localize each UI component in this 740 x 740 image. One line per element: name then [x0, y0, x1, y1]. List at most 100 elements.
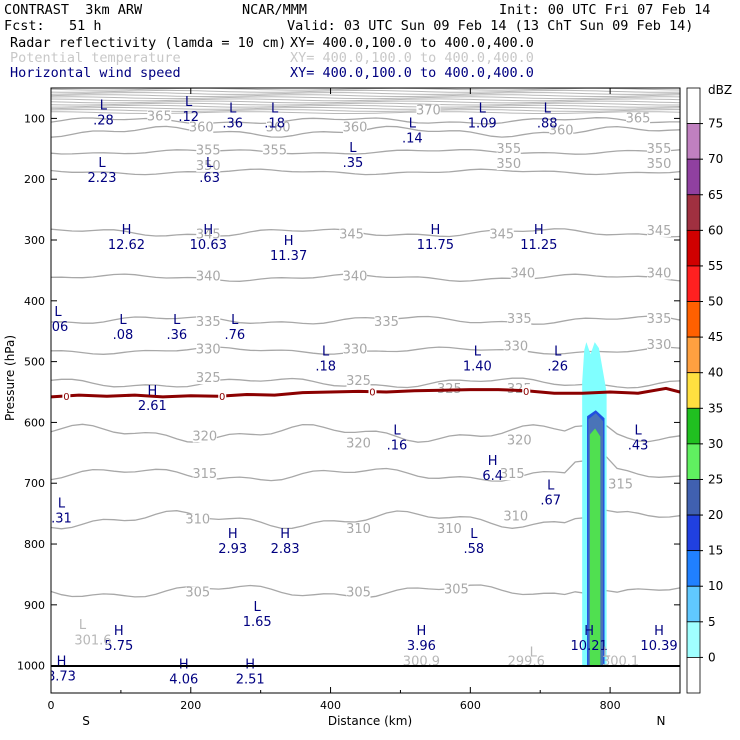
wind-extremum-value: 2.51: [236, 673, 265, 688]
theta-label: 315: [500, 467, 525, 482]
theta-label: 310: [346, 522, 371, 537]
wind-extremum-value: 10.63: [190, 238, 227, 253]
theta-label-bg: [647, 339, 672, 352]
y-tick-label: 700: [24, 477, 45, 490]
theta-label: 340: [510, 266, 535, 281]
wind-extremum-letter: H: [114, 624, 124, 639]
wind-extremum-letter: L: [271, 101, 279, 116]
freezing-label: 0: [219, 392, 225, 403]
wind-extremum-letter: H: [584, 624, 594, 639]
theta-label: 355: [496, 142, 521, 157]
wind-extremum-letter: H: [430, 223, 440, 238]
wind-extremum-value: 2.23: [88, 171, 117, 186]
theta-label-bg: [647, 142, 672, 155]
theta-label: 335: [196, 315, 221, 330]
colorbar-swatch: [686, 229, 701, 267]
colorbar-unit: dBZ: [708, 83, 732, 97]
theta-label-bg: [346, 522, 371, 535]
wind-extremum-value: .16: [387, 439, 408, 454]
colorbar-label: 0: [708, 650, 716, 664]
wind-extremum-value: .43: [628, 439, 649, 454]
colorbar-swatch: [686, 585, 701, 623]
wind-extremum-value: .67: [540, 493, 561, 508]
x-tick-label: 0: [48, 699, 55, 712]
colorbar-swatch: [686, 514, 701, 552]
wind-extremum-letter: L: [229, 101, 237, 116]
wind-extremum-value: 1.09: [468, 116, 497, 131]
theta-contour: [51, 89, 680, 93]
theta-label: 305: [444, 583, 469, 598]
wind-extremum-value: .88: [537, 116, 558, 131]
theta-label: 350: [647, 157, 672, 172]
theta-label-bg: [185, 586, 210, 599]
wind-extremum-value: 11.37: [270, 249, 307, 264]
field-reflectivity-name: Radar reflectivity (lamda = 10 cm): [10, 35, 287, 51]
theta-contour: [51, 315, 680, 325]
theta-label: 310: [185, 513, 210, 528]
theta-label-bg: [196, 270, 221, 283]
theta-contour: [51, 92, 680, 95]
colorbar-label: 35: [708, 401, 723, 415]
wind-extremum-letter: H: [228, 527, 238, 542]
wind-extremum-value: .36: [222, 116, 243, 131]
theta-label-bg: [647, 313, 672, 326]
wind-extremum-value: 4.06: [169, 673, 198, 688]
wind-extremum-letter: L: [185, 95, 193, 110]
surface-theta-label: 299.6: [508, 655, 545, 670]
theta-label: 360: [266, 121, 291, 136]
theta-label: 355: [647, 142, 672, 157]
theta-contour: [51, 96, 680, 100]
theta-label: 320: [507, 434, 532, 449]
theta-label-bg: [626, 112, 651, 125]
theta-label-bg: [346, 375, 371, 388]
theta-label-bg: [196, 144, 221, 157]
colorbar-swatch: [686, 265, 701, 302]
colorbar-label: 10: [708, 579, 723, 593]
freezing-label: 0: [523, 387, 529, 398]
wind-extremum-letter: L: [98, 156, 106, 171]
wind-extremum-value: 11.75: [417, 238, 454, 253]
wind-extremum-letter: L: [634, 424, 642, 439]
colorbar-swatch: [686, 550, 701, 587]
theta-label: 345: [196, 228, 221, 243]
source-label: NCAR/MMM: [242, 2, 308, 18]
surface-theta-label: 300.1: [602, 655, 639, 670]
wind-extremum-letter: L: [547, 478, 555, 493]
wind-extremum-value: 10.39: [640, 639, 677, 654]
chart-title: CONTRAST 3km ARW: [4, 2, 143, 18]
colorbar-swatch: [686, 621, 701, 658]
theta-label-bg: [507, 313, 532, 326]
freezing-label-bg: [522, 384, 531, 396]
wind-extremum-letter: L: [254, 600, 262, 615]
x-axis-title: Distance (km): [328, 714, 412, 728]
y-tick-label: 400: [24, 295, 45, 308]
wind-extremum-letter: H: [203, 223, 213, 238]
field-wind-xy: XY= 400.0,100.0 to 400.0,400.0: [290, 65, 534, 81]
x-tick-label: 200: [180, 699, 201, 712]
freezing-label-bg: [368, 385, 377, 397]
wind-extremum-letter: L: [119, 313, 127, 328]
wind-extremum-value: .36: [166, 328, 187, 343]
axes: 0 200 400 600 800 100 200 300 400 500 600 700 800 900…: [17, 88, 680, 712]
theta-contour: [51, 98, 680, 102]
field-theta-xy: XY= 400.0,100.0 to 400.0,400.0: [290, 50, 534, 66]
x-end-label: N: [657, 714, 666, 728]
theta-label-bg: [608, 478, 633, 491]
wind-extremum-value: .18: [264, 116, 285, 131]
theta-contour: [51, 456, 680, 482]
surface-theta-label: 301.6: [74, 633, 111, 648]
theta-contour: [51, 100, 680, 104]
theta-label: 365: [626, 111, 651, 126]
wind-extremum-value: 2.93: [218, 542, 247, 557]
y-tick-label: 200: [24, 173, 45, 186]
theta-label: 350: [196, 159, 221, 174]
wind-extremum-value: 1.65: [243, 615, 272, 630]
theta-label: 330: [343, 342, 368, 357]
theta-label-bg: [189, 121, 214, 134]
forecast-hour: Fcst: 51 h: [4, 18, 102, 34]
theta-label-bg: [196, 316, 221, 329]
wind-extremum-letter: H: [417, 624, 427, 639]
wind-extremum-letter: L: [554, 345, 562, 360]
theta-label: 365: [147, 110, 172, 125]
